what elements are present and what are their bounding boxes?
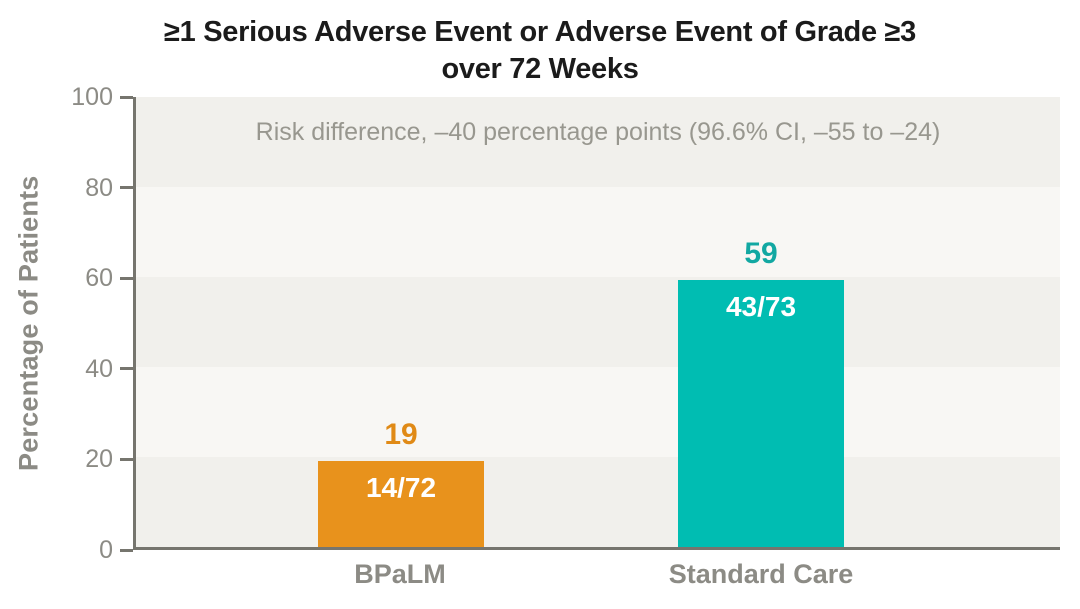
x-label-bpalm: BPaLM <box>354 559 446 589</box>
bar-bpalm: 14/72 <box>318 460 484 547</box>
y-tick-label: 100 <box>71 83 113 111</box>
y-tick-mark <box>120 367 133 371</box>
y-tick-mark <box>120 548 133 552</box>
chart-title: ≥1 Serious Adverse Event or Adverse Even… <box>0 14 1080 88</box>
y-tick-mark <box>120 95 133 99</box>
chart-title-line-1: ≥1 Serious Adverse Event or Adverse Even… <box>164 16 916 48</box>
bar-value-label-bpalm: 19 <box>384 417 418 451</box>
bar-group-standard-care: 59 43/73 <box>678 237 844 547</box>
y-tick-label: 60 <box>85 264 113 293</box>
y-tick-mark <box>120 457 133 461</box>
risk-difference-annotation: Risk difference, –40 percentage points (… <box>255 118 941 146</box>
x-label-standard-care: Standard Care <box>668 559 854 589</box>
y-tick-label: 40 <box>85 354 113 383</box>
bar-fraction-label-standard-care: 43/73 <box>725 290 797 322</box>
bar-group-bpalm: 19 14/72 <box>318 418 484 547</box>
chart-title-line-2: over 72 Weeks <box>441 53 639 85</box>
bar-value-label-standard-care: 59 <box>744 236 778 270</box>
y-tick-label: 0 <box>99 536 113 564</box>
bar-standard-care: 43/73 <box>678 279 844 547</box>
y-tick-label: 20 <box>85 445 113 474</box>
y-tick-label: 80 <box>85 173 113 202</box>
y-tick-mark <box>120 186 133 190</box>
bar-fraction-label-bpalm: 14/72 <box>365 471 437 503</box>
y-axis-ticks: 0 20 40 60 80 100 <box>0 84 133 563</box>
plot-area: Risk difference, –40 percentage points (… <box>133 97 1060 550</box>
y-tick-mark <box>120 276 133 280</box>
